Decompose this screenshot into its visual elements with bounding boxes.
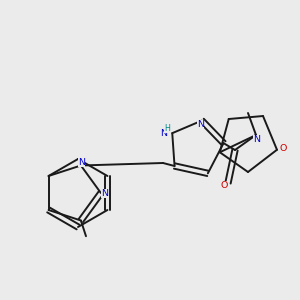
Text: N: N bbox=[253, 135, 260, 144]
Text: H: H bbox=[164, 124, 170, 133]
Text: O: O bbox=[279, 144, 287, 153]
Text: O: O bbox=[221, 181, 228, 190]
Text: N: N bbox=[101, 189, 108, 198]
Text: N: N bbox=[160, 129, 167, 138]
Text: N: N bbox=[78, 158, 85, 167]
Text: N: N bbox=[197, 120, 204, 129]
